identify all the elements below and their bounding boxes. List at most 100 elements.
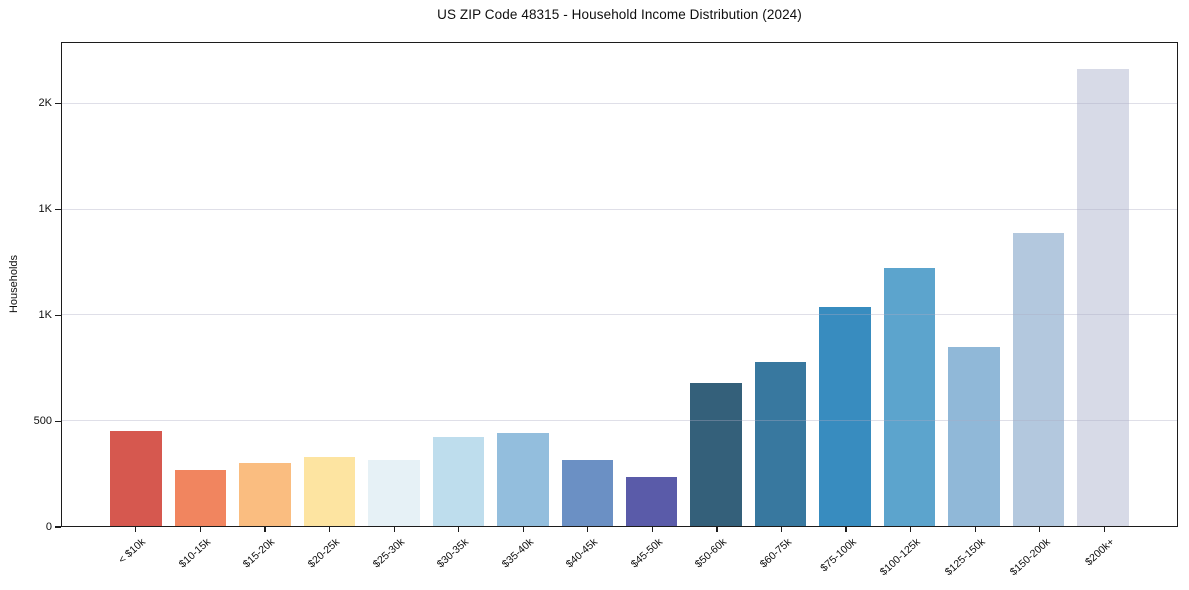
x-tick-mark [328,527,331,532]
y-tick-mark [55,526,61,528]
x-label-slot: $125-150k [942,533,1007,585]
bar-$15-20k [239,462,291,526]
bar-$75-100k [819,306,871,526]
bar-slot [877,43,941,526]
bar-slot [297,43,361,526]
x-tick-label: $50-60k [693,536,730,571]
x-tick-mark [651,527,653,532]
bar-$30-35k [432,436,485,526]
bar-slot [748,43,812,526]
bar-$20-25k [303,457,356,526]
x-tick-mark [199,527,202,532]
x-tick-slot [878,527,943,533]
x-tick-label: $15-20k [241,536,278,571]
bar-$45-50k [625,477,678,526]
x-label-slot: < $10k [103,533,168,585]
bar-slot [491,43,555,526]
bar-slot [233,43,297,526]
x-tick-mark [974,527,976,532]
x-tick-mark [910,527,912,532]
x-tick-slot [361,527,426,533]
bar-slot [104,43,168,526]
x-tick-label: $75-100k [817,536,859,575]
bar-$200k+ [1077,69,1129,526]
bar-$10-15k [174,469,227,526]
x-label-slot: $45-50k [620,533,685,585]
bar-slot [1071,43,1135,526]
y-tick-label: 500 [33,415,52,428]
x-tick-slot [620,527,685,533]
x-tick-slot [749,527,814,533]
x-tick-label: $200k+ [1082,536,1117,569]
bar-slot [555,43,619,526]
bar-$50-60k [690,383,742,526]
x-tick-slot [555,527,620,533]
x-label-slot: $200k+ [1071,533,1136,585]
x-tick-label: < $10k [116,536,149,567]
bar-$100-125k [883,268,936,526]
x-tick-slot [942,527,1007,533]
x-tick-slot [1007,527,1072,533]
x-tick-slot [813,527,878,533]
bar-slot [362,43,426,526]
x-tick-label: $150-200k [1007,536,1053,579]
plot-area [61,42,1178,527]
x-tick-mark [845,527,847,532]
x-tick-label: $10-15k [176,536,213,571]
y-tick-mark [55,102,61,104]
x-label-slot: $30-35k [426,533,491,585]
bar-slot [942,43,1006,526]
x-label-slot: $100-125k [878,533,943,585]
x-tick-label: $100-125k [878,536,924,579]
x-tick-slot [426,527,491,533]
x-label-slot: $25-30k [361,533,426,585]
y-tick-label: 1K [38,203,52,216]
x-tick-label: $30-35k [434,536,472,571]
x-tick-mark [522,527,524,532]
bar-slot [426,43,490,526]
y-tick-mark [55,314,61,316]
x-ticks [103,527,1136,533]
x-tick-mark [1103,527,1105,532]
x-label-slot: $20-25k [297,533,362,585]
x-tick-mark [458,527,460,532]
x-label-slot: $50-60k [684,533,749,585]
bar-$125-150k [948,347,1000,526]
x-label-slot: $150-200k [1007,533,1072,585]
bar-slot [620,43,684,526]
y-tick-label: 1K [38,309,52,322]
bar-$40-45k [561,459,614,526]
bar-$150-200k [1012,233,1065,526]
bar-$35-40k [497,432,549,526]
x-tick-slot [297,527,362,533]
x-label-slot: $60-75k [749,533,814,585]
x-tick-label: $40-45k [564,536,601,571]
x-label-slot: $75-100k [813,533,878,585]
x-tick-mark [1039,527,1041,532]
x-tick-slot [684,527,749,533]
bars [104,43,1135,526]
x-tick-label: $45-50k [628,536,665,571]
bar-$60-75k [754,361,807,526]
x-tick-mark [716,527,718,532]
x-tick-mark [587,527,589,532]
x-tick-slot [232,527,297,533]
x-tick-label: $25-30k [370,536,407,571]
y-tick-label: 0 [45,521,52,533]
x-labels: < $10k $10-15k $15-20k $20-25k $25-30k $30-35… [103,533,1136,585]
x-tick-label: $35-40k [499,536,536,571]
bar-slot [813,43,877,526]
bar-slot [1006,43,1070,526]
bar-slot [684,43,748,526]
x-tick-slot [168,527,233,533]
x-tick-mark [780,527,783,532]
x-label-slot: $10-15k [168,533,233,585]
y-tick-mark [55,208,61,210]
chart-title: US ZIP Code 48315 - Household Income Dis… [437,7,802,22]
x-label-slot: $15-20k [232,533,297,585]
bar-< $10k [110,431,162,526]
x-tick-slot [103,527,168,533]
x-label-slot: $35-40k [490,533,555,585]
bar-$25-30k [368,459,420,526]
